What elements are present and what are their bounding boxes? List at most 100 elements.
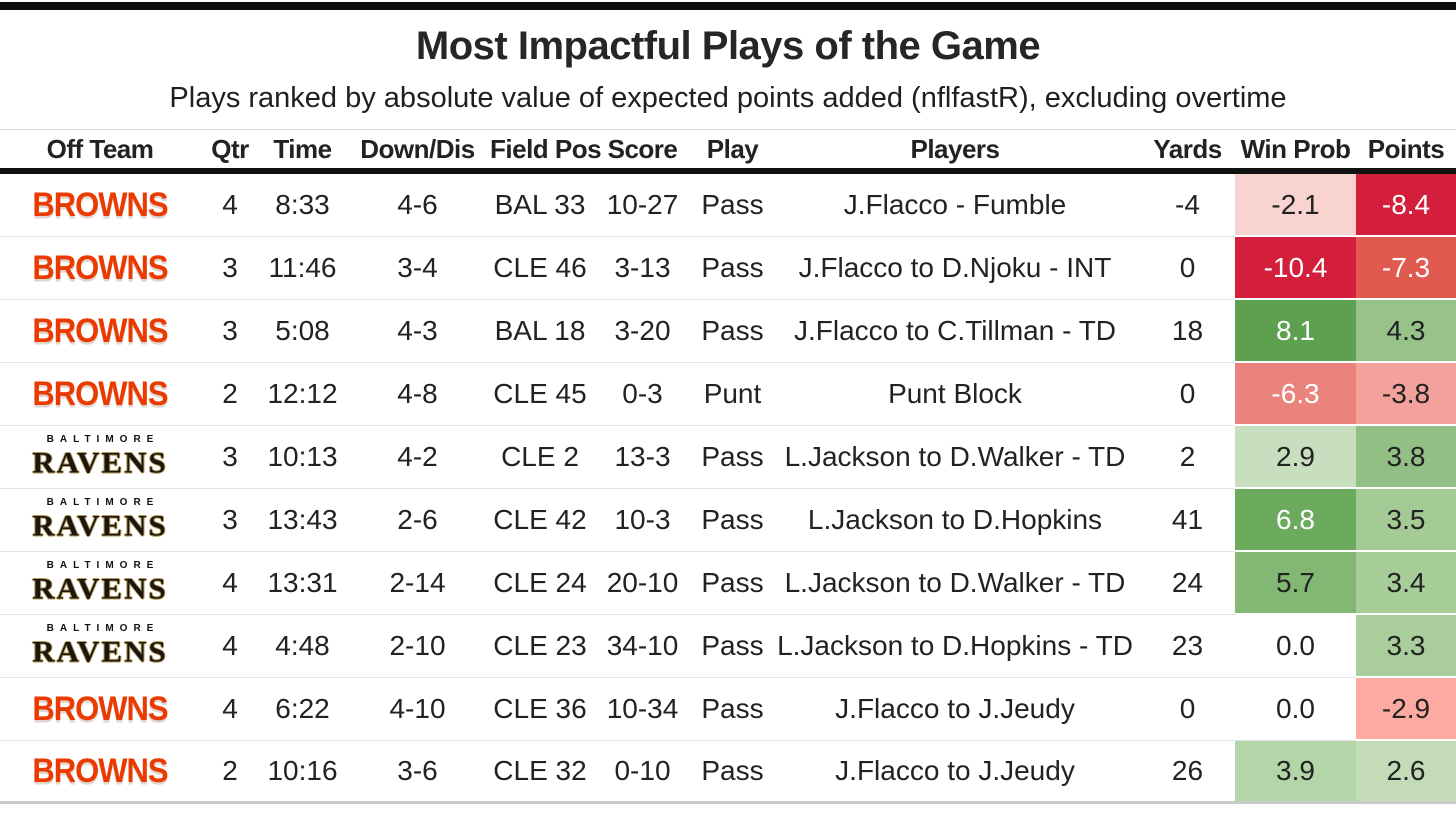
ravens-name-label: RAVENS — [32, 571, 168, 605]
cell-score: 10-27 — [590, 174, 695, 237]
cell-points: 4.3 — [1356, 300, 1456, 363]
cell-win-prob: -2.1 — [1235, 174, 1356, 237]
cell-play: Pass — [695, 741, 770, 804]
cell-off-team: BROWNS — [0, 300, 200, 363]
cell-play: Pass — [695, 300, 770, 363]
cell-win-prob: 2.9 — [1235, 426, 1356, 489]
cell-yards: -4 — [1140, 174, 1235, 237]
cell-players: J.Flacco to J.Jeudy — [770, 741, 1140, 804]
table-row: BROWNS 4 6:22 4-10 CLE 36 10-34 Pass J.Flacco t… — [0, 678, 1456, 741]
cell-score: 3-20 — [590, 300, 695, 363]
cell-players: L.Jackson to D.Walker - TD — [770, 426, 1140, 489]
cell-down-dis: 2-10 — [345, 615, 490, 678]
cell-players: J.Flacco to D.Njoku - INT — [770, 237, 1140, 300]
cell-field-pos: CLE 42 — [490, 489, 590, 552]
cell-points: 3.8 — [1356, 426, 1456, 489]
ravens-name-label: RAVENS — [32, 508, 168, 542]
top-divider-bar — [0, 2, 1456, 10]
cell-qtr: 4 — [200, 552, 260, 615]
cell-field-pos: BAL 18 — [490, 300, 590, 363]
cell-score: 10-3 — [590, 489, 695, 552]
cell-qtr: 3 — [200, 489, 260, 552]
cell-yards: 0 — [1140, 237, 1235, 300]
cell-points: 3.3 — [1356, 615, 1456, 678]
cell-off-team: BALTIMORE RAVENS — [0, 552, 200, 615]
cell-win-prob: 3.9 — [1235, 741, 1356, 804]
cell-points: -3.8 — [1356, 363, 1456, 426]
cell-score: 34-10 — [590, 615, 695, 678]
cell-time: 12:12 — [260, 363, 345, 426]
column-header-players: Players — [770, 129, 1140, 174]
browns-logo: BROWNS — [32, 750, 168, 791]
cell-play: Pass — [695, 426, 770, 489]
cell-off-team: BROWNS — [0, 678, 200, 741]
cell-points: -2.9 — [1356, 678, 1456, 741]
browns-logo: BROWNS — [32, 247, 168, 288]
cell-points: 3.4 — [1356, 552, 1456, 615]
cell-time: 5:08 — [260, 300, 345, 363]
cell-win-prob: 8.1 — [1235, 300, 1356, 363]
cell-yards: 0 — [1140, 678, 1235, 741]
cell-yards: 26 — [1140, 741, 1235, 804]
cell-down-dis: 2-14 — [345, 552, 490, 615]
cell-play: Pass — [695, 237, 770, 300]
cell-qtr: 2 — [200, 363, 260, 426]
cell-qtr: 3 — [200, 426, 260, 489]
cell-time: 11:46 — [260, 237, 345, 300]
ravens-logo: BALTIMORE RAVENS — [32, 623, 167, 667]
table-row: BROWNS 3 11:46 3-4 CLE 46 3-13 Pass J.Flacco to… — [0, 237, 1456, 300]
cell-down-dis: 4-10 — [345, 678, 490, 741]
cell-field-pos: CLE 46 — [490, 237, 590, 300]
cell-time: 13:43 — [260, 489, 345, 552]
cell-field-pos: CLE 45 — [490, 363, 590, 426]
cell-score: 10-34 — [590, 678, 695, 741]
cell-score: 0-3 — [590, 363, 695, 426]
cell-field-pos: BAL 33 — [490, 174, 590, 237]
column-header-down-dis: Down/Dis — [345, 129, 490, 174]
cell-field-pos: CLE 32 — [490, 741, 590, 804]
cell-qtr: 2 — [200, 741, 260, 804]
cell-players: J.Flacco - Fumble — [770, 174, 1140, 237]
cell-yards: 24 — [1140, 552, 1235, 615]
cell-down-dis: 4-8 — [345, 363, 490, 426]
browns-logo: BROWNS — [32, 373, 168, 414]
cell-off-team: BALTIMORE RAVENS — [0, 426, 200, 489]
table-row: BALTIMORE RAVENS 3 13:43 2-6 CLE 42 10-3 Pass L.… — [0, 489, 1456, 552]
cell-yards: 0 — [1140, 363, 1235, 426]
column-header-time: Time — [260, 129, 345, 174]
table-row: BROWNS 2 10:16 3-6 CLE 32 0-10 Pass J.Flacco to… — [0, 741, 1456, 804]
cell-score: 0-10 — [590, 741, 695, 804]
cell-score: 3-13 — [590, 237, 695, 300]
cell-score: 20-10 — [590, 552, 695, 615]
cell-play: Pass — [695, 615, 770, 678]
cell-qtr: 3 — [200, 300, 260, 363]
cell-down-dis: 4-6 — [345, 174, 490, 237]
cell-time: 13:31 — [260, 552, 345, 615]
cell-win-prob: 6.8 — [1235, 489, 1356, 552]
cell-yards: 23 — [1140, 615, 1235, 678]
table-row: BROWNS 2 12:12 4-8 CLE 45 0-3 Punt Punt Block 0-… — [0, 363, 1456, 426]
ravens-city-label: BALTIMORE — [46, 496, 160, 508]
cell-qtr: 4 — [200, 678, 260, 741]
column-header-win-prob: Win Prob — [1235, 129, 1356, 174]
table-row: BROWNS 3 5:08 4-3 BAL 18 3-20 Pass J.Flacco to … — [0, 300, 1456, 363]
cell-off-team: BALTIMORE RAVENS — [0, 489, 200, 552]
cell-points: -7.3 — [1356, 237, 1456, 300]
plays-table: Off Team Qtr Time Down/Dis Field Pos Score Pla… — [0, 129, 1456, 804]
table-row: BALTIMORE RAVENS 3 10:13 4-2 CLE 2 13-3 Pass L.J… — [0, 426, 1456, 489]
cell-time: 6:22 — [260, 678, 345, 741]
cell-down-dis: 2-6 — [345, 489, 490, 552]
cell-players: L.Jackson to D.Hopkins — [770, 489, 1140, 552]
cell-play: Pass — [695, 552, 770, 615]
cell-down-dis: 4-3 — [345, 300, 490, 363]
header-row: Off Team Qtr Time Down/Dis Field Pos Score Pla… — [0, 129, 1456, 174]
cell-down-dis: 3-6 — [345, 741, 490, 804]
cell-play: Pass — [695, 678, 770, 741]
cell-win-prob: -6.3 — [1235, 363, 1356, 426]
table-row: BALTIMORE RAVENS 4 13:31 2-14 CLE 24 20-10 Pass… — [0, 552, 1456, 615]
cell-win-prob: -10.4 — [1235, 237, 1356, 300]
cell-players: J.Flacco to C.Tillman - TD — [770, 300, 1140, 363]
column-header-field-pos: Field Pos — [490, 129, 602, 174]
cell-off-team: BROWNS — [0, 174, 200, 237]
cell-down-dis: 3-4 — [345, 237, 490, 300]
